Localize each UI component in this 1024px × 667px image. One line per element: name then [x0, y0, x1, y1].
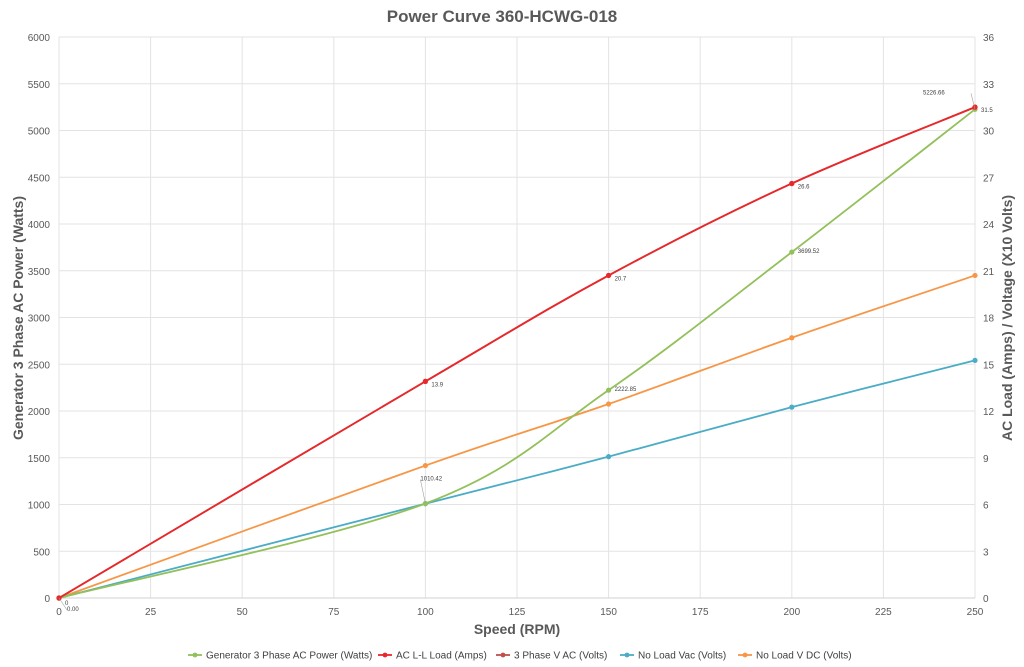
series-group: [56, 104, 978, 601]
legend-swatch-marker: [382, 652, 388, 658]
y-right-tick-label: 33: [983, 80, 995, 91]
data-label: 3699.52: [798, 249, 820, 255]
data-labels: 0.00 1010.42 2222.85 3699.52 5226.66 0 13.9 20.…: [58, 90, 993, 613]
y-right-tick-label: 12: [983, 407, 995, 418]
legend: Generator 3 Phase AC Power (Watts) AC L-L…: [188, 651, 852, 662]
legend-swatch-marker: [624, 652, 630, 658]
y-left-tick-label: 5000: [28, 127, 51, 138]
x-tick-label: 250: [967, 607, 984, 618]
legend-swatch-marker: [500, 652, 506, 658]
y-left-tick-label: 3500: [28, 267, 51, 278]
chart-title: Power Curve 360-HCWG-018: [387, 7, 618, 26]
x-tick-label: 0: [56, 607, 62, 618]
series-3-point: [972, 357, 978, 363]
series-0-point: [789, 249, 795, 255]
x-tick-label: 225: [875, 607, 892, 618]
y-left-tick-label: 500: [33, 547, 50, 558]
series-4-point: [606, 401, 612, 407]
x-tick-label: 50: [237, 607, 249, 618]
y-right-tick-label: 0: [983, 594, 989, 605]
y-right-tick-label: 15: [983, 360, 995, 371]
data-label: 5226.66: [923, 90, 945, 96]
series-4-point: [422, 462, 428, 469]
series-0-point: [606, 387, 612, 393]
y-left-tick-label: 2000: [28, 407, 51, 418]
series-1-point: [606, 272, 612, 279]
data-label-leader: [420, 479, 426, 504]
y-left-tick-label: 1500: [28, 454, 51, 465]
series-4-line: [58, 274, 976, 599]
y-left-tick-label: 2500: [28, 360, 51, 371]
series-4-point: [789, 335, 795, 341]
data-label: 26.6: [798, 184, 810, 190]
y-right-tick-label: 27: [983, 173, 995, 184]
data-label: 31.5: [981, 108, 993, 114]
y-right-tick-label: 6: [983, 501, 989, 512]
x-tick-label: 175: [692, 607, 709, 618]
y-right-tick-label: 9: [983, 454, 989, 465]
data-label: 2222.85: [615, 387, 637, 393]
y-left-tick-label: 4500: [28, 173, 51, 184]
legend-entry-label: 3 Phase V AC (Volts): [514, 651, 607, 662]
data-label: 0.00: [67, 607, 79, 613]
x-tick-label: 200: [783, 607, 800, 618]
y-left-tick-label: 6000: [28, 33, 51, 44]
y-left-axis-ticks: 0 500 1000 1500 2000 2500 3000 3500 4000 4500 5000…: [28, 33, 51, 605]
series-1-point: [789, 180, 795, 187]
data-label: 0: [65, 601, 69, 607]
series-1-point: [422, 378, 428, 384]
legend-entry-label: No Load Vac (Volts): [638, 651, 726, 662]
y-right-tick-label: 30: [983, 127, 995, 138]
series-4-point: [972, 272, 978, 279]
legend-entry-label: AC L-L Load (Amps): [396, 651, 487, 662]
y-right-tick-label: 21: [983, 267, 995, 278]
series-3-point: [789, 404, 795, 410]
x-axis-ticks: 0 25 50 75 100 125 150 175 200 225 250: [56, 607, 984, 618]
y-left-tick-label: 1000: [28, 501, 51, 512]
x-tick-label: 25: [145, 607, 157, 618]
data-label-leader: [58, 597, 68, 611]
series-3-point: [606, 454, 612, 460]
y-right-tick-label: 3: [983, 547, 989, 558]
series-3-line: [58, 359, 976, 599]
gridlines: [58, 36, 976, 599]
y-left-tick-label: 3000: [28, 314, 51, 325]
x-tick-label: 75: [328, 607, 340, 618]
data-label: 13.9: [431, 382, 443, 388]
legend-entry-label: No Load V DC (Volts): [756, 651, 852, 662]
data-label: 1010.42: [420, 477, 442, 483]
legend-swatch-marker: [742, 652, 748, 658]
y-left-tick-label: 4000: [28, 220, 51, 231]
x-axis-title: Speed (RPM): [474, 621, 560, 637]
legend-entry-label: Generator 3 Phase AC Power (Watts): [206, 651, 372, 662]
series-0-line: [58, 108, 976, 599]
series-1-point: [972, 104, 978, 110]
x-tick-label: 125: [509, 607, 526, 618]
x-tick-label: 100: [417, 607, 434, 618]
y-right-tick-label: 24: [983, 220, 995, 231]
y-left-tick-label: 0: [44, 594, 50, 605]
y-left-axis-title: Generator 3 Phase AC Power (Watts): [10, 196, 26, 440]
data-label: 20.7: [615, 276, 627, 282]
data-label-leader: [970, 93, 976, 110]
y-right-tick-label: 36: [983, 33, 995, 44]
x-tick-label: 150: [600, 607, 617, 618]
y-left-tick-label: 5500: [28, 80, 51, 91]
legend-swatch-marker: [192, 652, 198, 658]
series-1-line: [58, 106, 976, 599]
y-right-tick-label: 18: [983, 314, 995, 325]
y-right-axis-title: AC Load (Amps) / Voltage (X10 Volts): [999, 195, 1015, 441]
